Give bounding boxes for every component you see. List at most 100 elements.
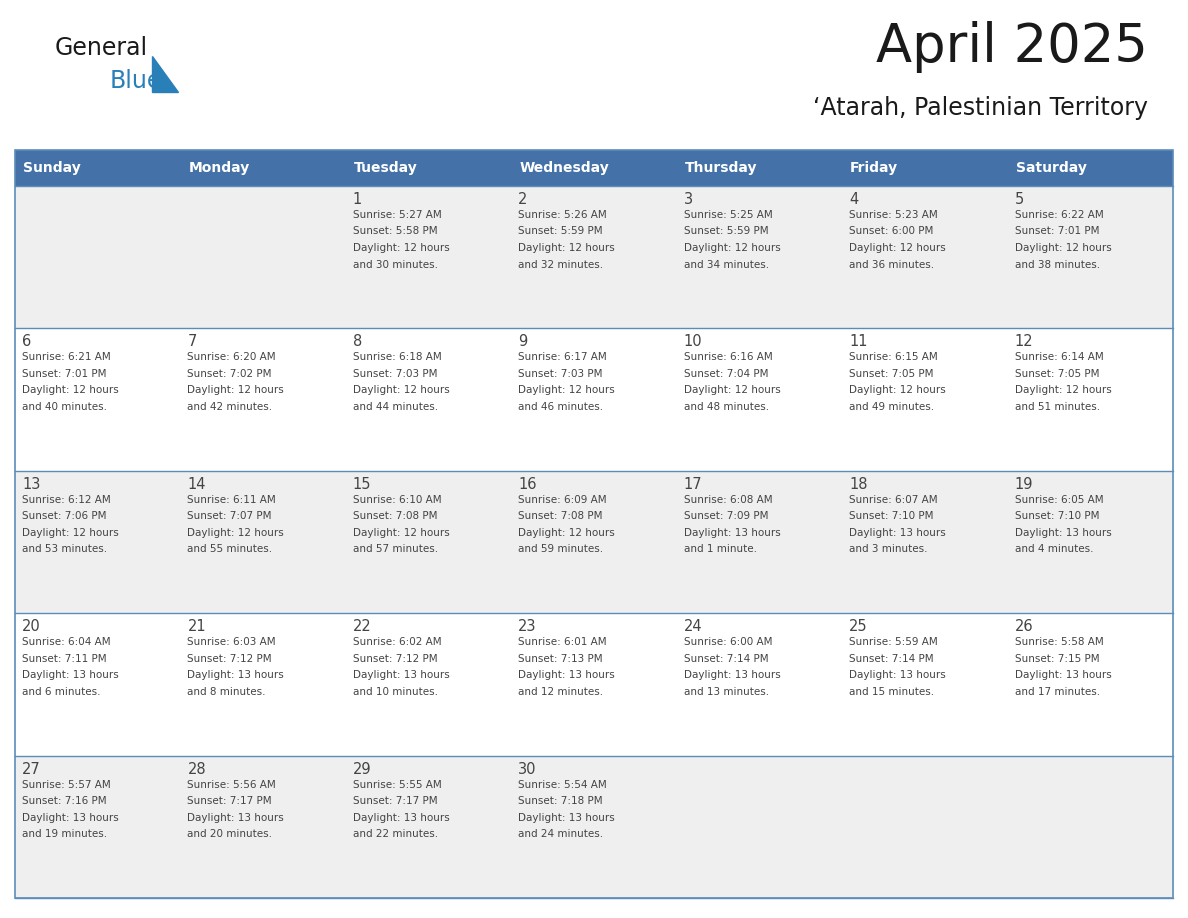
Text: Sunrise: 6:17 AM: Sunrise: 6:17 AM bbox=[518, 353, 607, 363]
Text: Daylight: 12 hours: Daylight: 12 hours bbox=[518, 243, 615, 253]
Text: and 6 minutes.: and 6 minutes. bbox=[23, 687, 101, 697]
Text: 15: 15 bbox=[353, 476, 372, 492]
Text: Sunrise: 5:57 AM: Sunrise: 5:57 AM bbox=[23, 779, 110, 789]
Text: Daylight: 12 hours: Daylight: 12 hours bbox=[188, 528, 284, 538]
Text: 17: 17 bbox=[684, 476, 702, 492]
Text: Sunset: 7:02 PM: Sunset: 7:02 PM bbox=[188, 369, 272, 379]
Text: 4: 4 bbox=[849, 192, 859, 207]
Text: Sunrise: 6:00 AM: Sunrise: 6:00 AM bbox=[684, 637, 772, 647]
Text: Sunrise: 6:04 AM: Sunrise: 6:04 AM bbox=[23, 637, 110, 647]
Text: Daylight: 13 hours: Daylight: 13 hours bbox=[518, 812, 615, 823]
Text: and 46 minutes.: and 46 minutes. bbox=[518, 402, 604, 412]
Text: Sunrise: 6:01 AM: Sunrise: 6:01 AM bbox=[518, 637, 607, 647]
Text: 8: 8 bbox=[353, 334, 362, 350]
Text: 21: 21 bbox=[188, 620, 206, 634]
Bar bbox=[346, 150, 511, 186]
Text: 19: 19 bbox=[1015, 476, 1034, 492]
Text: and 20 minutes.: and 20 minutes. bbox=[188, 829, 272, 839]
Text: and 8 minutes.: and 8 minutes. bbox=[188, 687, 266, 697]
Bar bbox=[511, 150, 677, 186]
Text: Sunrise: 6:02 AM: Sunrise: 6:02 AM bbox=[353, 637, 442, 647]
Text: Sunset: 7:18 PM: Sunset: 7:18 PM bbox=[518, 796, 604, 806]
Text: 10: 10 bbox=[684, 334, 702, 350]
Text: Sunset: 7:09 PM: Sunset: 7:09 PM bbox=[684, 511, 769, 521]
Text: Daylight: 13 hours: Daylight: 13 hours bbox=[1015, 670, 1111, 680]
Text: Sunset: 5:59 PM: Sunset: 5:59 PM bbox=[518, 227, 604, 237]
Text: Sunset: 7:04 PM: Sunset: 7:04 PM bbox=[684, 369, 769, 379]
Text: Sunset: 7:12 PM: Sunset: 7:12 PM bbox=[188, 654, 272, 664]
Text: 29: 29 bbox=[353, 762, 372, 777]
Text: Daylight: 12 hours: Daylight: 12 hours bbox=[518, 386, 615, 396]
Text: Sunset: 5:59 PM: Sunset: 5:59 PM bbox=[684, 227, 769, 237]
Text: Sunset: 7:05 PM: Sunset: 7:05 PM bbox=[849, 369, 934, 379]
Bar bbox=[1007, 150, 1173, 186]
Text: Sunrise: 5:58 AM: Sunrise: 5:58 AM bbox=[1015, 637, 1104, 647]
Polygon shape bbox=[152, 56, 178, 92]
Text: Sunset: 7:10 PM: Sunset: 7:10 PM bbox=[1015, 511, 1099, 521]
Text: Sunset: 7:01 PM: Sunset: 7:01 PM bbox=[23, 369, 107, 379]
Text: Daylight: 13 hours: Daylight: 13 hours bbox=[188, 812, 284, 823]
Text: Sunset: 7:14 PM: Sunset: 7:14 PM bbox=[684, 654, 769, 664]
Text: Sunrise: 6:09 AM: Sunrise: 6:09 AM bbox=[518, 495, 607, 505]
Text: Sunrise: 6:05 AM: Sunrise: 6:05 AM bbox=[1015, 495, 1104, 505]
Text: Sunrise: 6:18 AM: Sunrise: 6:18 AM bbox=[353, 353, 442, 363]
Text: and 1 minute.: and 1 minute. bbox=[684, 544, 757, 554]
Text: and 59 minutes.: and 59 minutes. bbox=[518, 544, 604, 554]
Text: Saturday: Saturday bbox=[1016, 161, 1087, 175]
Text: Sunrise: 6:11 AM: Sunrise: 6:11 AM bbox=[188, 495, 276, 505]
Text: and 19 minutes.: and 19 minutes. bbox=[23, 829, 107, 839]
Text: 9: 9 bbox=[518, 334, 527, 350]
Text: 28: 28 bbox=[188, 762, 206, 777]
Text: Daylight: 13 hours: Daylight: 13 hours bbox=[849, 528, 946, 538]
Text: and 42 minutes.: and 42 minutes. bbox=[188, 402, 272, 412]
Text: Thursday: Thursday bbox=[684, 161, 757, 175]
Text: 5: 5 bbox=[1015, 192, 1024, 207]
Bar bbox=[15, 150, 1173, 898]
Text: Daylight: 13 hours: Daylight: 13 hours bbox=[23, 812, 119, 823]
Text: Sunrise: 6:03 AM: Sunrise: 6:03 AM bbox=[188, 637, 276, 647]
Text: Sunrise: 6:16 AM: Sunrise: 6:16 AM bbox=[684, 353, 772, 363]
Text: Daylight: 13 hours: Daylight: 13 hours bbox=[188, 670, 284, 680]
Text: and 38 minutes.: and 38 minutes. bbox=[1015, 260, 1100, 270]
Text: Sunrise: 5:25 AM: Sunrise: 5:25 AM bbox=[684, 210, 772, 220]
Text: Sunrise: 5:27 AM: Sunrise: 5:27 AM bbox=[353, 210, 442, 220]
Text: Daylight: 13 hours: Daylight: 13 hours bbox=[23, 670, 119, 680]
Bar bbox=[15, 186, 1173, 329]
Text: Sunrise: 5:56 AM: Sunrise: 5:56 AM bbox=[188, 779, 276, 789]
Text: and 40 minutes.: and 40 minutes. bbox=[23, 402, 107, 412]
Text: and 57 minutes.: and 57 minutes. bbox=[353, 544, 438, 554]
Text: 27: 27 bbox=[23, 762, 40, 777]
Text: Blue: Blue bbox=[110, 69, 163, 93]
Bar bbox=[15, 613, 1173, 756]
Text: Daylight: 12 hours: Daylight: 12 hours bbox=[518, 528, 615, 538]
Text: Sunset: 7:03 PM: Sunset: 7:03 PM bbox=[518, 369, 602, 379]
Text: Daylight: 13 hours: Daylight: 13 hours bbox=[849, 670, 946, 680]
Text: and 36 minutes.: and 36 minutes. bbox=[849, 260, 934, 270]
Text: and 4 minutes.: and 4 minutes. bbox=[1015, 544, 1093, 554]
Text: 18: 18 bbox=[849, 476, 867, 492]
Text: Daylight: 13 hours: Daylight: 13 hours bbox=[1015, 528, 1111, 538]
Text: Sunset: 7:15 PM: Sunset: 7:15 PM bbox=[1015, 654, 1099, 664]
Text: Daylight: 12 hours: Daylight: 12 hours bbox=[849, 243, 946, 253]
Text: Sunset: 7:16 PM: Sunset: 7:16 PM bbox=[23, 796, 107, 806]
Text: and 17 minutes.: and 17 minutes. bbox=[1015, 687, 1100, 697]
Text: 23: 23 bbox=[518, 620, 537, 634]
Text: 13: 13 bbox=[23, 476, 40, 492]
Text: Wednesday: Wednesday bbox=[519, 161, 609, 175]
Text: and 3 minutes.: and 3 minutes. bbox=[849, 544, 928, 554]
Text: and 34 minutes.: and 34 minutes. bbox=[684, 260, 769, 270]
Text: Sunrise: 6:21 AM: Sunrise: 6:21 AM bbox=[23, 353, 110, 363]
Text: Sunset: 7:06 PM: Sunset: 7:06 PM bbox=[23, 511, 107, 521]
Text: and 24 minutes.: and 24 minutes. bbox=[518, 829, 604, 839]
Text: Sunrise: 5:55 AM: Sunrise: 5:55 AM bbox=[353, 779, 442, 789]
Text: Daylight: 12 hours: Daylight: 12 hours bbox=[353, 528, 449, 538]
Text: Sunrise: 5:26 AM: Sunrise: 5:26 AM bbox=[518, 210, 607, 220]
Text: 12: 12 bbox=[1015, 334, 1034, 350]
Bar bbox=[181, 150, 346, 186]
Text: Sunrise: 6:14 AM: Sunrise: 6:14 AM bbox=[1015, 353, 1104, 363]
Text: Sunset: 7:12 PM: Sunset: 7:12 PM bbox=[353, 654, 437, 664]
Bar bbox=[842, 150, 1007, 186]
Text: Sunset: 7:08 PM: Sunset: 7:08 PM bbox=[353, 511, 437, 521]
Text: 7: 7 bbox=[188, 334, 197, 350]
Text: Sunset: 7:13 PM: Sunset: 7:13 PM bbox=[518, 654, 604, 664]
